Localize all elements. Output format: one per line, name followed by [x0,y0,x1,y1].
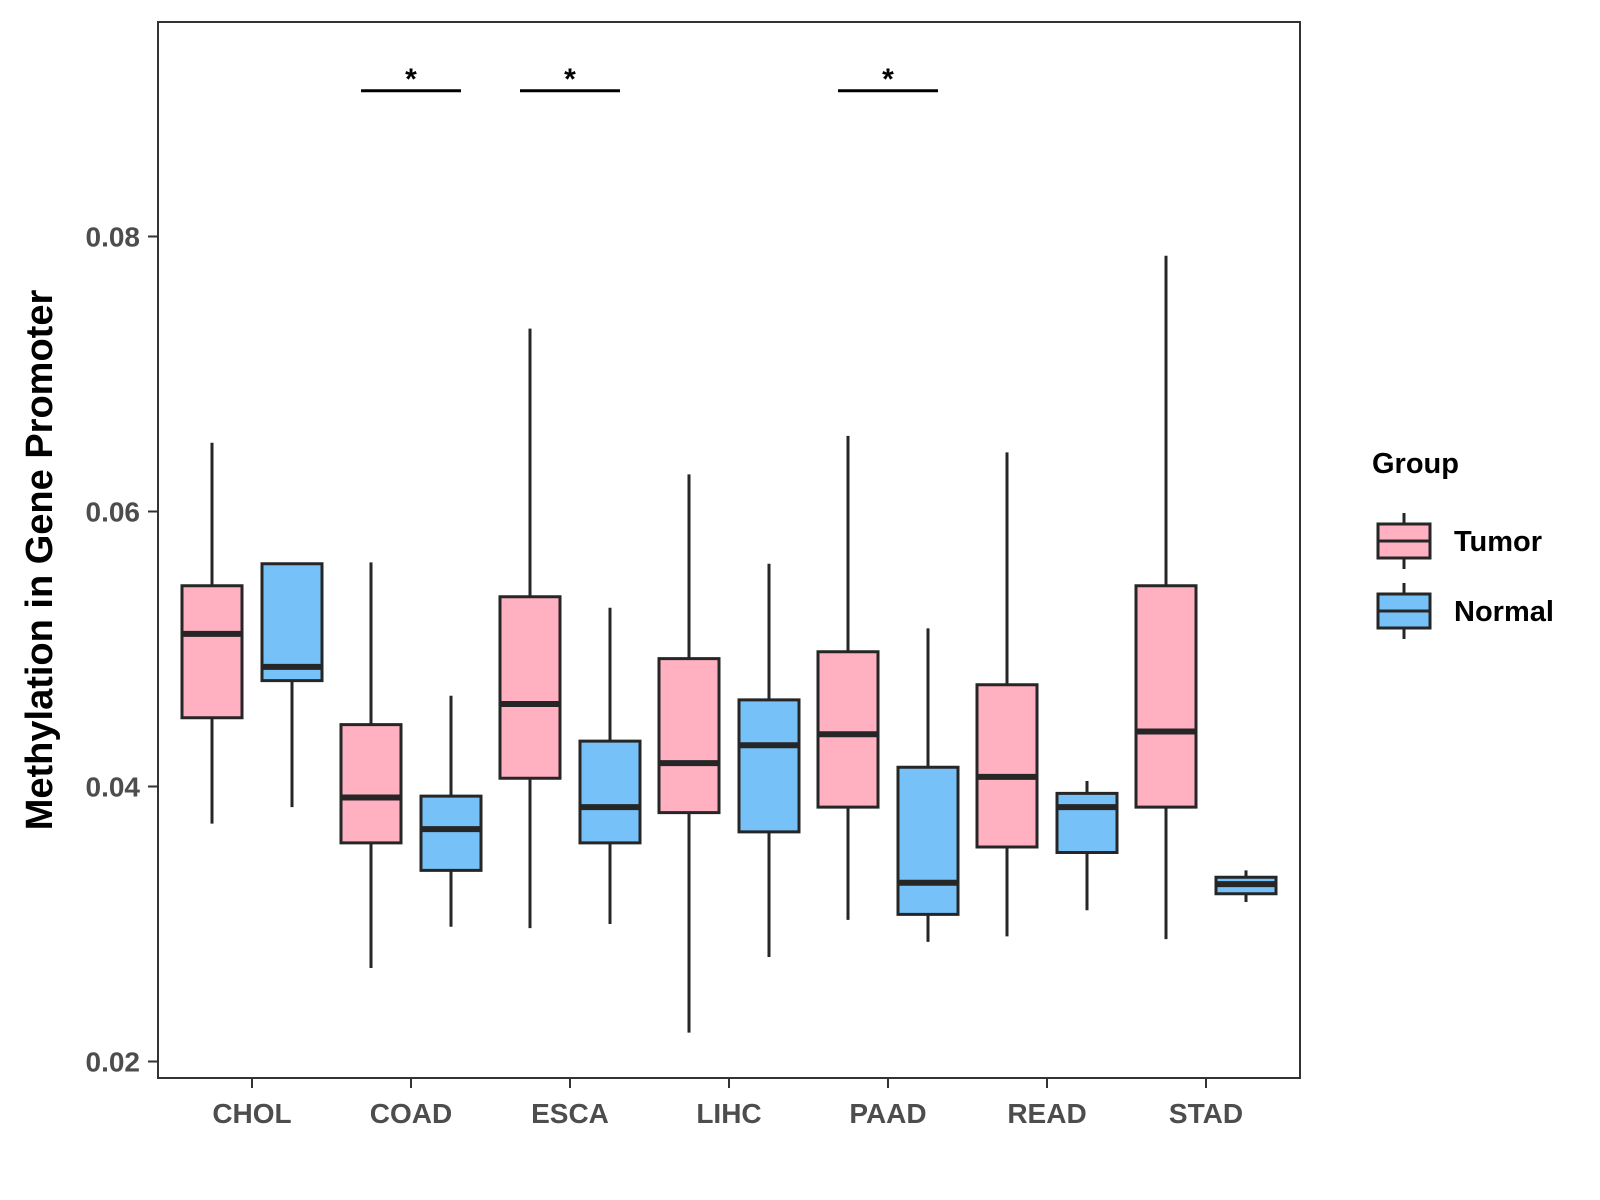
y-axis-title: Methylation in Gene Promoter [19,290,61,831]
y-tick-label-0: 0.02 [86,1047,141,1078]
box-iqr [339,723,403,845]
box-normal-stad [1214,870,1278,902]
x-tick-label-esca: ESCA [531,1098,609,1129]
sig-annotation-coad: * [361,63,461,96]
box-tumor-chol [180,442,244,824]
box-iqr [896,765,960,916]
x-tick-label-coad: COAD [370,1098,452,1129]
box-tumor-esca [498,328,562,929]
box-iqr [737,698,801,834]
plot-area: * * * [180,63,1278,1033]
legend-label-normal: Normal [1454,596,1554,628]
box-normal-esca [578,607,642,924]
box-tumor-read [975,452,1039,937]
x-tick-label-paad: PAAD [849,1098,926,1129]
box-iqr [816,650,880,809]
legend: Group Tumor Normal [1372,448,1554,639]
box-iqr [1055,791,1119,854]
box-iqr [657,657,721,815]
box-iqr [578,739,642,845]
x-tick-label-stad: STAD [1169,1098,1243,1129]
box-tumor-stad [1134,255,1198,940]
sig-label: * [405,63,417,96]
box-iqr [975,683,1039,849]
box-iqr [419,794,483,872]
box-normal-lihc [737,563,801,957]
legend-item-normal: Normal [1376,583,1554,639]
x-tick-label-lihc: LIHC [696,1098,761,1129]
box-normal-coad [419,695,483,927]
legend-label-tumor: Tumor [1454,526,1542,558]
box-normal-paad [896,628,960,942]
box-iqr [498,595,562,780]
box-normal-read [1055,781,1119,911]
box-tumor-coad [339,562,403,968]
x-tick-label-chol: CHOL [212,1098,291,1129]
x-tick-label-read: READ [1007,1098,1086,1129]
legend-item-tumor: Tumor [1376,513,1542,569]
box-iqr [180,584,244,720]
sig-annotation-esca: * [520,63,620,96]
y-tick-label-1: 0.04 [86,772,141,803]
axes: 0.02 0.04 0.06 0.08 CHOL COAD ESCA LIHC PAAD READ… [19,21,1301,1129]
box-normal-chol [260,562,324,808]
y-tick-label-3: 0.08 [86,222,141,253]
sig-annotation-paad: * [838,63,938,96]
sig-label: * [882,63,894,96]
sig-label: * [564,63,576,96]
legend-title: Group [1372,448,1459,480]
box-tumor-lihc [657,474,721,1033]
box-iqr [260,562,324,683]
y-tick-label-2: 0.06 [86,497,141,528]
box-tumor-paad [816,435,880,920]
box-iqr [1134,584,1198,809]
